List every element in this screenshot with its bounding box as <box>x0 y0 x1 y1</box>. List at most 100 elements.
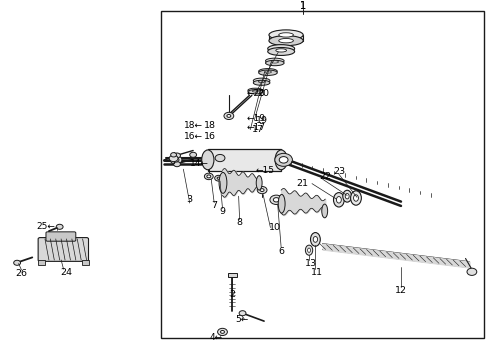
FancyBboxPatch shape <box>38 238 88 261</box>
Text: 7: 7 <box>211 202 217 210</box>
Circle shape <box>170 156 182 164</box>
Circle shape <box>206 175 210 178</box>
Text: 21: 21 <box>296 179 307 188</box>
Text: 23: 23 <box>333 166 345 175</box>
Ellipse shape <box>252 90 258 92</box>
FancyBboxPatch shape <box>46 232 76 241</box>
Text: 9: 9 <box>219 207 225 216</box>
Text: ←15: ←15 <box>255 166 274 175</box>
Text: 17: 17 <box>252 125 264 134</box>
Circle shape <box>215 154 224 162</box>
Ellipse shape <box>270 61 278 63</box>
Ellipse shape <box>275 49 286 52</box>
Ellipse shape <box>265 60 284 66</box>
Circle shape <box>217 328 227 336</box>
Circle shape <box>220 330 224 333</box>
Circle shape <box>204 173 213 180</box>
Ellipse shape <box>353 195 358 201</box>
Circle shape <box>269 195 282 204</box>
Circle shape <box>224 112 233 120</box>
Circle shape <box>173 158 179 162</box>
Ellipse shape <box>268 36 303 46</box>
Ellipse shape <box>345 194 348 199</box>
Text: 14←: 14← <box>189 159 208 168</box>
Ellipse shape <box>321 204 327 218</box>
Circle shape <box>173 153 180 158</box>
Ellipse shape <box>278 194 285 213</box>
Ellipse shape <box>247 90 262 94</box>
Text: ←20: ←20 <box>246 89 265 98</box>
Text: 19: 19 <box>256 116 267 125</box>
Text: ←19: ←19 <box>246 113 265 122</box>
Text: 3: 3 <box>186 195 192 204</box>
Ellipse shape <box>268 30 303 40</box>
Text: 2: 2 <box>229 289 235 299</box>
Ellipse shape <box>267 48 294 55</box>
Text: 4←: 4← <box>209 333 222 342</box>
Text: 16←: 16← <box>183 132 203 140</box>
Circle shape <box>257 186 266 194</box>
Text: 1: 1 <box>300 1 305 11</box>
Text: 20: 20 <box>257 89 268 98</box>
Ellipse shape <box>247 88 262 93</box>
Circle shape <box>14 260 20 265</box>
Ellipse shape <box>264 71 271 73</box>
Circle shape <box>189 152 196 157</box>
Ellipse shape <box>313 237 317 242</box>
Ellipse shape <box>278 33 293 37</box>
Circle shape <box>173 162 180 167</box>
Ellipse shape <box>256 176 262 190</box>
Circle shape <box>217 177 220 179</box>
Ellipse shape <box>333 193 344 207</box>
Circle shape <box>260 189 264 192</box>
Ellipse shape <box>305 245 312 255</box>
Bar <box>161 11 483 338</box>
FancyBboxPatch shape <box>207 149 281 171</box>
Circle shape <box>169 155 178 162</box>
Ellipse shape <box>267 45 294 53</box>
Ellipse shape <box>258 68 277 74</box>
Circle shape <box>239 311 245 316</box>
Text: 1: 1 <box>300 1 305 11</box>
Ellipse shape <box>336 197 341 203</box>
Circle shape <box>273 198 279 202</box>
Text: 18←: 18← <box>183 122 203 130</box>
Text: 8: 8 <box>236 218 242 227</box>
Text: 10: 10 <box>268 223 280 232</box>
Ellipse shape <box>310 233 320 246</box>
Text: 26: 26 <box>16 269 27 278</box>
Circle shape <box>274 153 292 166</box>
Text: ←17: ←17 <box>246 123 265 132</box>
Ellipse shape <box>253 78 269 83</box>
Ellipse shape <box>278 39 293 43</box>
Bar <box>81 260 89 265</box>
Bar <box>268 35 303 41</box>
Circle shape <box>226 114 230 117</box>
Ellipse shape <box>307 248 310 252</box>
Ellipse shape <box>258 70 277 75</box>
Text: 12: 12 <box>394 286 406 295</box>
Text: 6: 6 <box>278 247 284 256</box>
Ellipse shape <box>253 80 269 85</box>
Text: 24: 24 <box>60 268 72 277</box>
Text: 16: 16 <box>204 132 216 140</box>
Ellipse shape <box>350 191 361 205</box>
Bar <box>227 273 236 277</box>
Circle shape <box>56 224 63 229</box>
Text: 25←: 25← <box>36 222 55 231</box>
Text: 22: 22 <box>319 172 330 181</box>
Ellipse shape <box>342 190 351 202</box>
Ellipse shape <box>201 150 214 170</box>
Text: 13: 13 <box>304 259 316 269</box>
Text: 11: 11 <box>310 268 322 277</box>
Ellipse shape <box>265 58 284 63</box>
Circle shape <box>279 157 287 163</box>
Circle shape <box>170 153 176 157</box>
Text: 5←: 5← <box>235 315 248 324</box>
Ellipse shape <box>258 81 264 82</box>
Text: 18: 18 <box>204 122 216 130</box>
Bar <box>38 260 45 265</box>
Ellipse shape <box>219 172 226 193</box>
Ellipse shape <box>274 150 287 170</box>
Circle shape <box>214 175 222 181</box>
